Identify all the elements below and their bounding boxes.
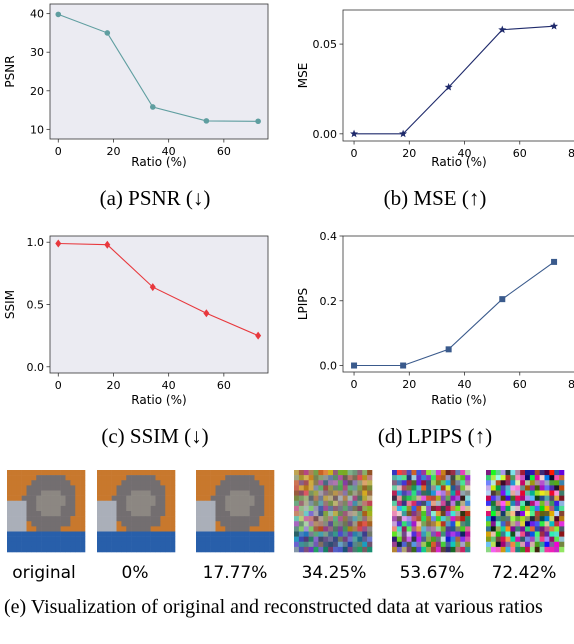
data-point-lpips-1 bbox=[400, 362, 407, 369]
chart-ssim: 0 20 40 60 0.0 0.5 1.0 Ratio (%) SSIM bbox=[3, 235, 269, 407]
chart-mse: 0 20 40 60 80 0.00 0.05 Ratio (%) MSE bbox=[296, 9, 574, 169]
plot-area-lpips bbox=[342, 235, 574, 373]
x-tick-label-ssim-3: 60 bbox=[217, 379, 231, 392]
data-point-lpips-0 bbox=[351, 362, 358, 369]
x-axis-label-lpips: Ratio (%) bbox=[431, 393, 486, 407]
data-point-ssim-3 bbox=[203, 309, 210, 318]
image-label-72: 72.42% bbox=[491, 563, 557, 583]
plot-area-ssim bbox=[49, 235, 269, 374]
data-point-mse-2 bbox=[444, 82, 453, 91]
x-tick-label-lpips-3: 60 bbox=[513, 378, 527, 391]
data-point-psnr-1 bbox=[104, 30, 111, 36]
reconstruction-image-0 bbox=[7, 470, 86, 553]
data-point-ssim-2 bbox=[149, 283, 156, 292]
y-axis-label-psnr: PSNR bbox=[3, 55, 17, 87]
x-tick-label-lpips-1: 20 bbox=[402, 378, 416, 391]
x-tick-label-psnr-0: 0 bbox=[55, 145, 62, 158]
plot-area-psnr bbox=[49, 3, 269, 140]
x-tick-label-mse-3: 60 bbox=[513, 147, 527, 160]
caption-b: (b) MSE (↑) bbox=[383, 186, 487, 210]
x-tick-label-mse-4: 80 bbox=[568, 147, 574, 160]
chart-lpips: 0 20 40 60 80 0.0 0.2 0.4 Ratio (%) LPIPS bbox=[296, 230, 574, 407]
data-point-mse-0 bbox=[350, 129, 359, 138]
x-axis-label-mse: Ratio (%) bbox=[431, 155, 486, 169]
x-tick-label-mse-1: 20 bbox=[402, 147, 416, 160]
x-tick-label-ssim-2: 40 bbox=[162, 379, 176, 392]
y-tick-label-ssim-0: 0.0 bbox=[27, 361, 45, 374]
data-point-mse-3 bbox=[498, 25, 507, 34]
caption-d: (d) LPIPS (↑) bbox=[377, 424, 493, 448]
image-label-53: 53.67% bbox=[399, 563, 465, 583]
data-point-ssim-4 bbox=[255, 331, 262, 340]
data-point-psnr-0 bbox=[55, 11, 62, 18]
x-tick-label-psnr-2: 40 bbox=[162, 145, 176, 158]
data-point-lpips-2 bbox=[445, 346, 452, 353]
x-tick-label-lpips-0: 0 bbox=[351, 378, 358, 391]
y-tick-label-lpips-0: 0.0 bbox=[320, 360, 338, 373]
reconstruction-image-5 bbox=[486, 470, 565, 553]
data-point-mse-1 bbox=[399, 129, 408, 138]
image-label-0: 0% bbox=[121, 563, 149, 583]
plot-area-mse bbox=[342, 9, 574, 142]
x-axis-label-psnr: Ratio (%) bbox=[131, 155, 186, 169]
x-tick-label-mse-0: 0 bbox=[351, 147, 358, 160]
reconstruction-image-3 bbox=[294, 470, 373, 553]
y-axis-label-ssim: SSIM bbox=[3, 290, 17, 319]
data-point-psnr-3 bbox=[203, 118, 210, 124]
y-tick-label-mse-1: 0.05 bbox=[313, 38, 338, 51]
y-tick-label-mse-0: 0.00 bbox=[313, 128, 338, 141]
caption-a: (a) PSNR (↓) bbox=[99, 186, 211, 210]
x-tick-label-mse-2: 40 bbox=[458, 147, 472, 160]
y-tick-label-ssim-2: 1.0 bbox=[27, 236, 45, 249]
reconstruction-image-1 bbox=[97, 470, 176, 553]
y-axis-label-mse: MSE bbox=[296, 63, 310, 89]
reconstruction-image-4 bbox=[392, 470, 471, 553]
y-tick-label-lpips-2: 0.4 bbox=[320, 230, 338, 243]
image-label-17: 17.77% bbox=[202, 563, 268, 583]
x-axis-label-ssim: Ratio (%) bbox=[131, 393, 186, 407]
y-tick-label-ssim-1: 0.5 bbox=[27, 299, 45, 312]
data-point-psnr-2 bbox=[149, 104, 156, 110]
data-point-ssim-1 bbox=[104, 240, 111, 249]
x-tick-label-ssim-1: 20 bbox=[106, 379, 120, 392]
data-point-lpips-4 bbox=[551, 258, 558, 265]
y-tick-label-psnr-0: 10 bbox=[30, 123, 44, 136]
data-point-ssim-0 bbox=[55, 239, 62, 248]
x-tick-label-psnr-1: 20 bbox=[106, 145, 120, 158]
data-point-psnr-4 bbox=[255, 118, 261, 125]
caption-c: (c) SSIM (↓) bbox=[101, 424, 209, 448]
caption-e: (e) Visualization of original and recons… bbox=[4, 596, 543, 618]
y-tick-label-lpips-1: 0.2 bbox=[320, 295, 338, 308]
reconstruction-image-2 bbox=[196, 470, 275, 553]
y-tick-label-psnr-3: 40 bbox=[30, 8, 44, 21]
data-point-mse-4 bbox=[550, 21, 559, 30]
y-tick-label-psnr-1: 20 bbox=[30, 85, 44, 98]
y-tick-label-psnr-2: 30 bbox=[30, 46, 44, 59]
x-tick-label-lpips-4: 80 bbox=[568, 378, 574, 391]
x-tick-label-lpips-2: 40 bbox=[458, 378, 472, 391]
data-point-lpips-3 bbox=[499, 296, 506, 303]
x-tick-label-psnr-3: 60 bbox=[217, 145, 231, 158]
x-tick-label-ssim-0: 0 bbox=[55, 379, 62, 392]
image-label-original: original bbox=[12, 563, 76, 583]
image-label-34: 34.25% bbox=[301, 563, 367, 583]
y-axis-label-lpips: LPIPS bbox=[296, 288, 310, 320]
